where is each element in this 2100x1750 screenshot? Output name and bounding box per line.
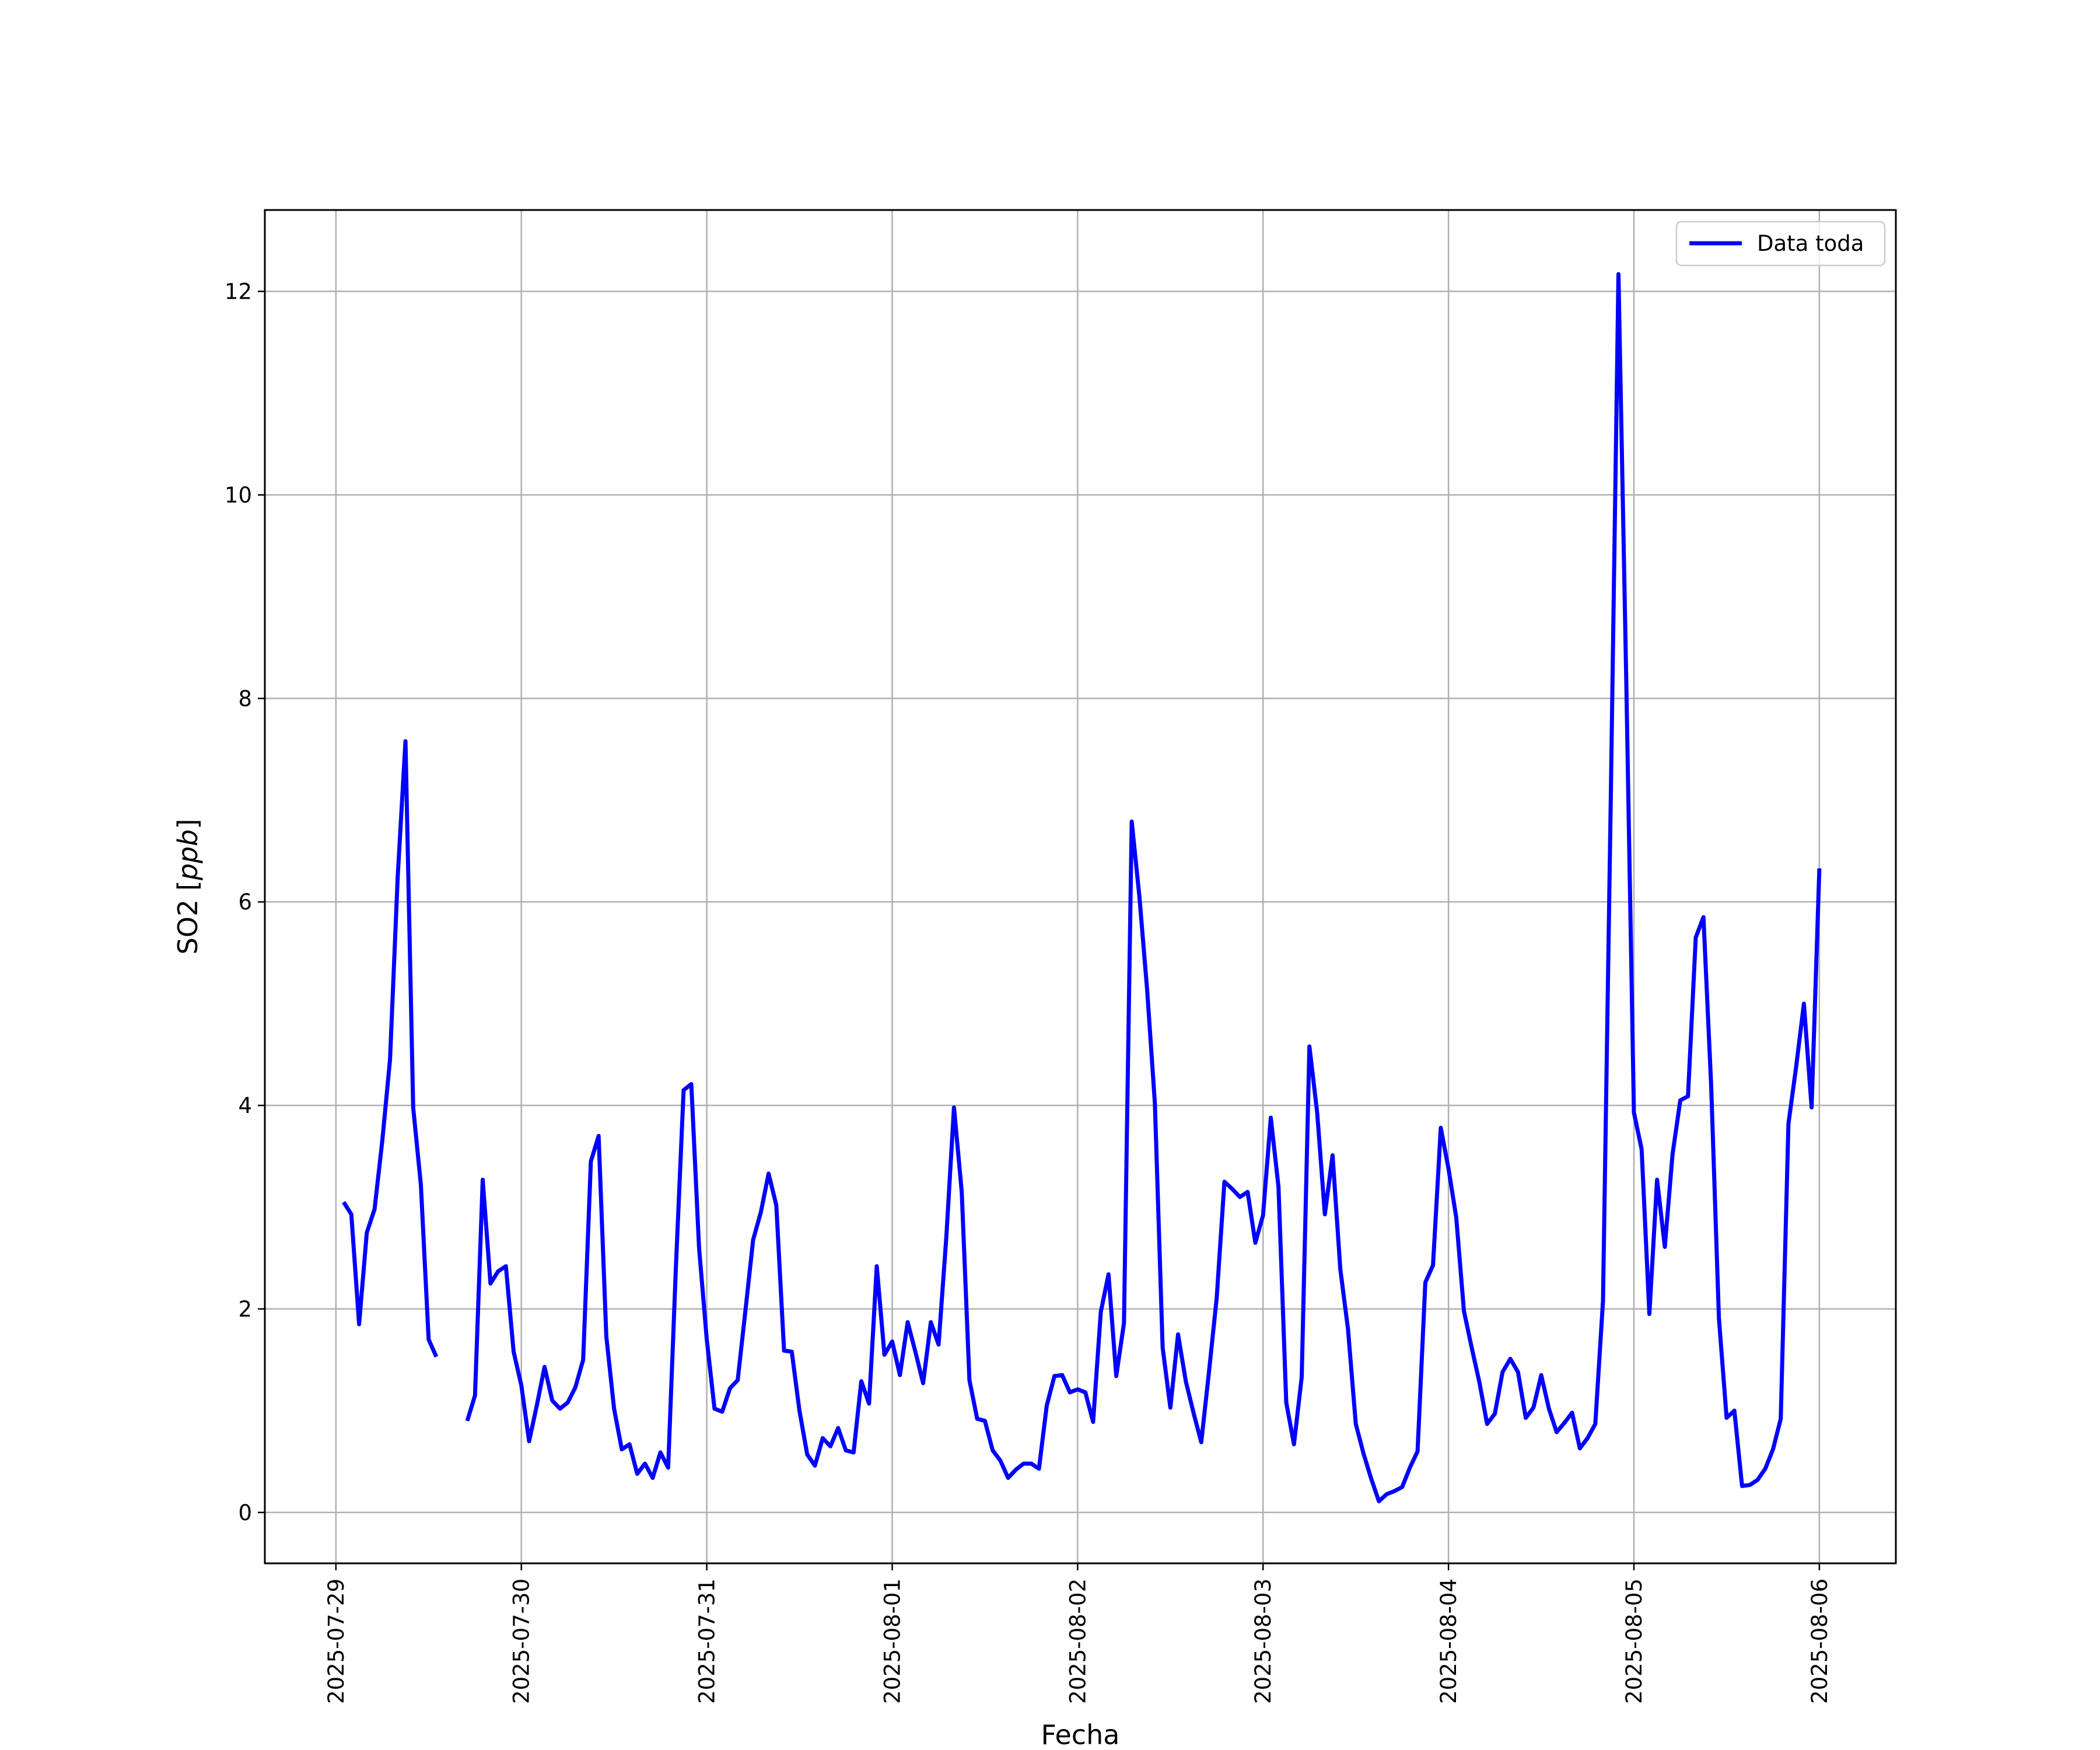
x-tick-label: 2025-07-31 bbox=[695, 1578, 720, 1704]
x-tick-label: 2025-07-30 bbox=[509, 1578, 534, 1704]
x-tick-label: 2025-08-06 bbox=[1807, 1578, 1832, 1704]
y-tick-label: 4 bbox=[238, 1093, 252, 1118]
plot-area-frame bbox=[264, 209, 1897, 1564]
x-tick-label: 2025-08-04 bbox=[1436, 1578, 1461, 1704]
axis-ticks: 0 2 4 6 8 10 12 2025-07-29 2025-07-30 2025-07-31 2… bbox=[225, 279, 1832, 1704]
x-axis-title: Fecha bbox=[1041, 1719, 1120, 1750]
y-tick-label: 6 bbox=[238, 890, 252, 915]
y-tick-label: 2 bbox=[238, 1297, 252, 1322]
x-tick-label: 2025-08-05 bbox=[1622, 1578, 1647, 1704]
y-axis-title-name: SO2 [ bbox=[172, 880, 204, 954]
y-tick-label: 0 bbox=[238, 1500, 252, 1525]
legend-label-data-toda: Data toda bbox=[1757, 231, 1864, 256]
y-axis-title-close: ] bbox=[172, 819, 204, 830]
series-line-data-toda bbox=[342, 272, 1822, 1504]
x-tick-label: 2025-08-02 bbox=[1065, 1578, 1090, 1704]
y-tick-label: 10 bbox=[225, 482, 252, 508]
legend: Data toda bbox=[1675, 220, 1886, 267]
y-tick-label: 12 bbox=[225, 279, 252, 304]
legend-box bbox=[1675, 220, 1886, 267]
x-tick-label: 2025-08-03 bbox=[1251, 1578, 1276, 1704]
y-axis-title: SO2 [ppb] bbox=[172, 819, 204, 955]
x-tick-label: 2025-07-29 bbox=[324, 1578, 349, 1704]
x-tick-label: 2025-08-01 bbox=[880, 1578, 905, 1704]
y-axis-title-unit: ppb bbox=[172, 830, 204, 881]
y-tick-label: 8 bbox=[238, 686, 252, 711]
